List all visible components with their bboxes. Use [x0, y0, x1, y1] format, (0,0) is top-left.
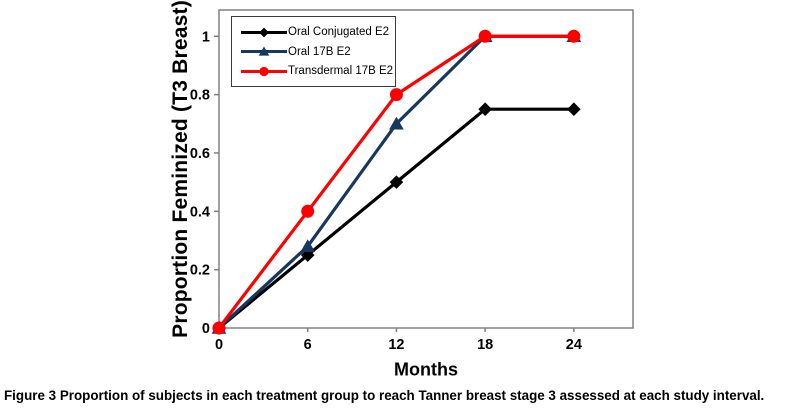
x-tick-label: 6 [304, 337, 312, 353]
legend-marker [259, 66, 269, 76]
y-axis-title: Proportion Feminized (T3 Breast) [169, 0, 192, 338]
legend-marker [259, 27, 269, 37]
series-2-marker [389, 88, 403, 102]
x-tick-label: 0 [215, 337, 223, 353]
series-2-marker [478, 29, 492, 43]
y-tick-label: 0.2 [190, 263, 210, 279]
series-2-marker [567, 29, 581, 43]
figure-caption-text: Proportion of subjects in each treatment… [59, 388, 765, 403]
plot-frame [218, 9, 634, 329]
y-tick-label: 1 [202, 29, 210, 45]
legend-item-1: Oral 17B E2 [241, 45, 391, 58]
series-0-marker [478, 102, 492, 116]
x-tick-label: 12 [388, 337, 404, 353]
series-1-marker [389, 116, 404, 130]
figure-caption-label: Figure 3 [4, 388, 57, 403]
series-1-marker [300, 239, 316, 253]
series-0-marker [567, 102, 581, 116]
series-2-marker [301, 204, 315, 218]
legend-swatch-diamond-icon [241, 27, 287, 37]
series-0-marker [389, 175, 404, 189]
legend-item-label: Oral 17B E2 [288, 45, 351, 58]
legend-item-label: Transdermal 17B E2 [288, 65, 394, 77]
series-2-marker [212, 321, 226, 335]
legend-swatch-triangle-icon [241, 46, 287, 56]
series-0-marker [300, 248, 315, 262]
y-tick-label: 0.4 [190, 204, 210, 220]
x-tick-label: 24 [566, 337, 582, 353]
figure-caption: Figure 3 Proportion of subjects in each … [4, 388, 792, 403]
x-axis-title: Months [394, 359, 458, 380]
legend-item-0: Oral Conjugated E2 [241, 26, 391, 39]
chart-legend: Oral Conjugated E2 Oral 17B E2 Transdermal… [231, 16, 396, 87]
legend-item-label: Oral Conjugated E2 [288, 26, 390, 38]
y-tick-label: 0 [202, 321, 210, 337]
y-tick-label: 0.8 [190, 88, 210, 104]
legend-item-2: Transdermal 17B E2 [241, 65, 394, 78]
y-tick-label: 0.6 [190, 146, 210, 162]
legend-marker [258, 46, 270, 56]
series-line-0 [217, 107, 574, 330]
x-tick-label: 18 [477, 337, 493, 353]
legend-swatch-circle-icon [241, 66, 287, 76]
